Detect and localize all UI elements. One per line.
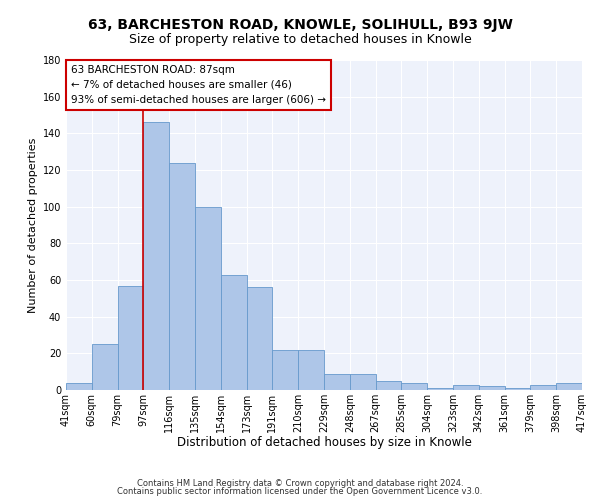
Bar bbox=[453, 384, 479, 390]
Bar bbox=[530, 384, 556, 390]
Bar bbox=[92, 344, 118, 390]
Bar bbox=[427, 388, 453, 390]
Bar bbox=[221, 274, 247, 390]
Bar bbox=[350, 374, 376, 390]
Bar bbox=[376, 381, 401, 390]
Y-axis label: Number of detached properties: Number of detached properties bbox=[28, 138, 38, 312]
Bar bbox=[505, 388, 530, 390]
X-axis label: Distribution of detached houses by size in Knowle: Distribution of detached houses by size … bbox=[176, 436, 472, 450]
Bar bbox=[66, 382, 92, 390]
Bar bbox=[118, 286, 143, 390]
Text: Size of property relative to detached houses in Knowle: Size of property relative to detached ho… bbox=[128, 32, 472, 46]
Bar bbox=[401, 382, 427, 390]
Bar bbox=[556, 382, 582, 390]
Text: Contains public sector information licensed under the Open Government Licence v3: Contains public sector information licen… bbox=[118, 487, 482, 496]
Bar bbox=[324, 374, 350, 390]
Bar bbox=[247, 288, 272, 390]
Bar bbox=[479, 386, 505, 390]
Text: 63, BARCHESTON ROAD, KNOWLE, SOLIHULL, B93 9JW: 63, BARCHESTON ROAD, KNOWLE, SOLIHULL, B… bbox=[88, 18, 512, 32]
Bar bbox=[272, 350, 298, 390]
Bar bbox=[169, 162, 195, 390]
Bar bbox=[195, 206, 221, 390]
Text: Contains HM Land Registry data © Crown copyright and database right 2024.: Contains HM Land Registry data © Crown c… bbox=[137, 478, 463, 488]
Bar bbox=[298, 350, 324, 390]
Bar bbox=[143, 122, 169, 390]
Text: 63 BARCHESTON ROAD: 87sqm
← 7% of detached houses are smaller (46)
93% of semi-d: 63 BARCHESTON ROAD: 87sqm ← 7% of detach… bbox=[71, 65, 326, 104]
